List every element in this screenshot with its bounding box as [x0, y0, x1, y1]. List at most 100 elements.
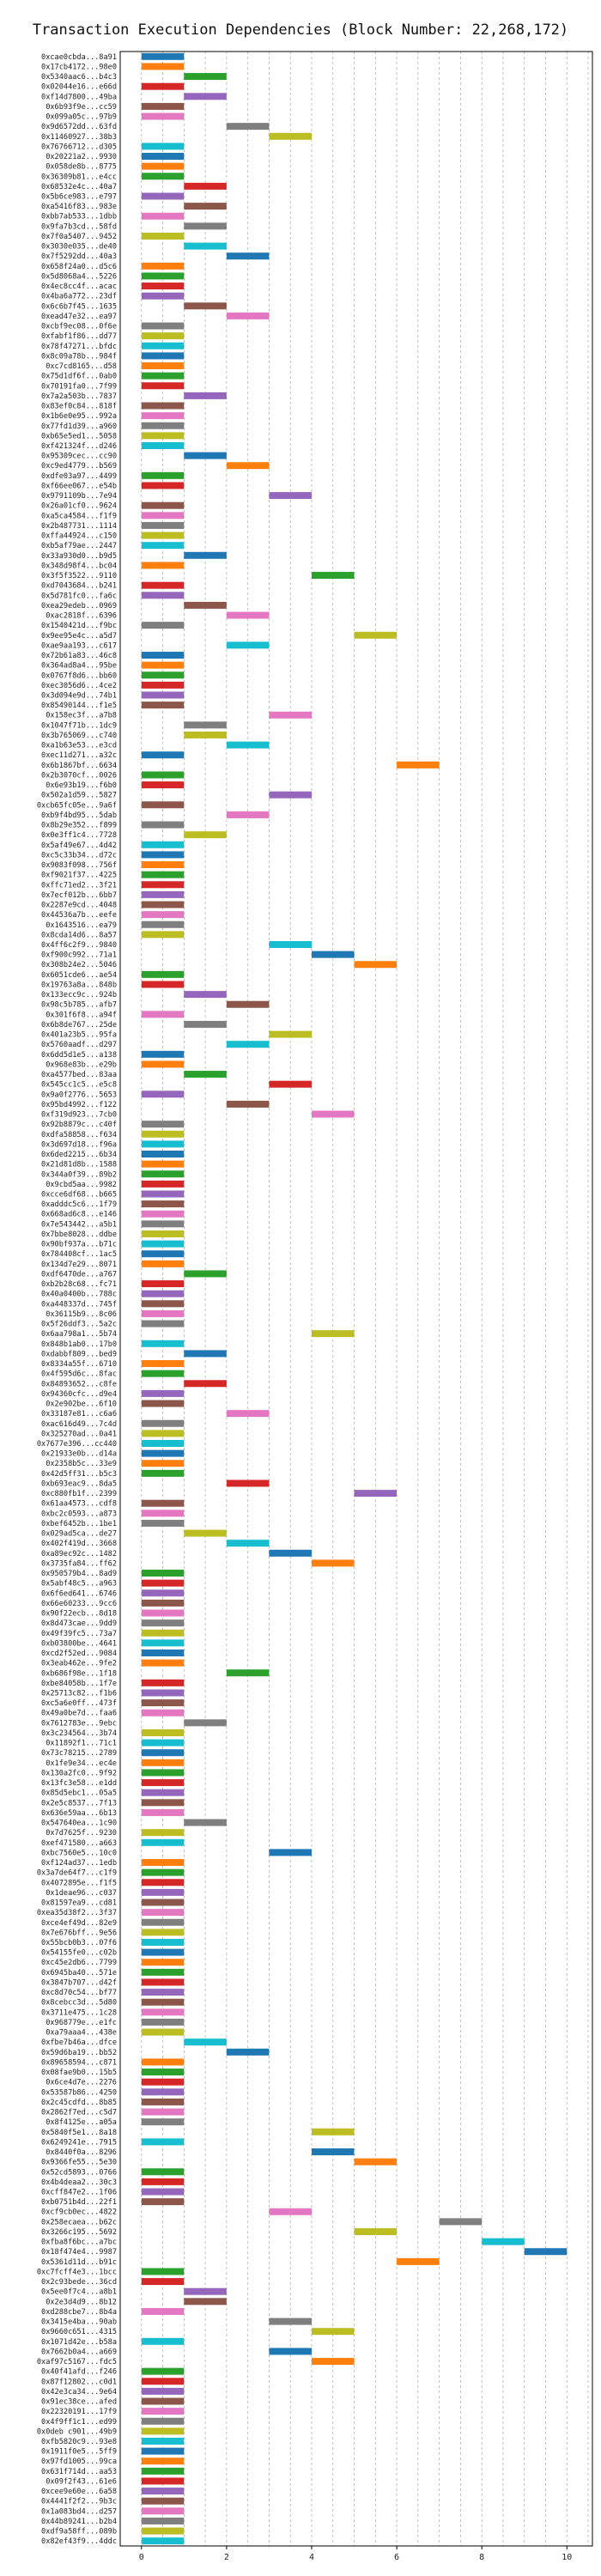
- task-bar: [269, 1030, 312, 1038]
- y-tick-label: 0xac616d49...7c4d: [41, 1420, 117, 1429]
- y-tick-label: 0x7f5292dd...40a3: [41, 252, 117, 261]
- y-tick-label: 0x7677e396...cc440: [37, 1440, 117, 1449]
- task-bar: [141, 1389, 185, 1397]
- y-tick-label: 0x348d98f4...bc04: [41, 562, 117, 570]
- task-bar: [141, 2088, 185, 2096]
- y-tick-label: 0x2e3d4d9...8b12: [46, 2298, 117, 2306]
- task-bar: [141, 2178, 185, 2185]
- task-bar: [141, 1370, 185, 1377]
- y-tick-label: 0xa79aaa4...438e: [46, 2029, 117, 2038]
- y-tick-label: 0x7662b0a4...a669: [41, 2348, 117, 2356]
- task-bar: [397, 2257, 440, 2265]
- y-tick-label: 0x95bd4992...f122: [41, 1101, 117, 1109]
- y-tick-label: 0x968779e...e1fc: [46, 2019, 117, 2027]
- task-bar: [141, 412, 185, 420]
- y-tick-label: 0x11460927...38b3: [41, 133, 117, 142]
- task-bar: [141, 1260, 185, 1267]
- y-tick-label: 0x950579b4...8ad9: [41, 1570, 117, 1578]
- task-bar: [141, 2198, 185, 2206]
- y-tick-label: 0xcf9cb0ec...4822: [41, 2208, 117, 2217]
- task-bar: [184, 601, 227, 609]
- task-bar: [226, 1540, 270, 1547]
- y-tick-label: 0xf14d7800...49ba: [41, 93, 117, 101]
- task-bar: [141, 1629, 185, 1637]
- y-tick-label: 0xcbf9ec08...0f6e: [41, 323, 117, 331]
- y-tick-label: 0xc9ed4779...b569: [41, 462, 117, 471]
- y-tick-label: 0x0767f8d6...bb60: [41, 671, 117, 680]
- y-tick-label: 0x134d7e29...8071: [41, 1261, 117, 1269]
- x-tick-label: 10: [562, 2553, 572, 2562]
- task-bar: [141, 970, 185, 978]
- y-tick-label: 0x547640ea...1c90: [41, 1820, 117, 1828]
- task-bar: [141, 781, 185, 789]
- y-tick-label: 0xec11d271...a32c: [41, 751, 117, 760]
- task-bar: [141, 2458, 185, 2465]
- y-tick-label: 0x84893652...c8fe: [41, 1380, 117, 1388]
- task-bar: [141, 1510, 185, 1517]
- task-bar: [141, 1699, 185, 1707]
- task-bar: [226, 1100, 270, 1108]
- task-bar: [141, 2307, 185, 2315]
- task-bar: [141, 1400, 185, 1407]
- task-bar: [141, 82, 185, 90]
- y-tick-label: 0xa5ca4584...f1f9: [41, 512, 117, 520]
- task-bar: [141, 1808, 185, 1816]
- task-bar: [226, 741, 270, 749]
- y-tick-label: 0x97fd1005...99ca: [41, 2458, 117, 2466]
- task-bar: [141, 1320, 185, 1327]
- y-tick-label: 0x6dd5d1e5...a138: [41, 1051, 117, 1060]
- y-tick-label: 0x94360cfc...d9e4: [41, 1390, 117, 1399]
- task-bar: [141, 2008, 185, 2016]
- task-bar: [141, 532, 185, 539]
- task-bar: [141, 1799, 185, 1807]
- task-bar: [184, 1819, 227, 1826]
- y-tick-label: 0x658f24a0...d5c6: [41, 263, 117, 271]
- y-tick-label: 0x11892f1...71c1: [46, 1740, 117, 1748]
- task-bar: [524, 2248, 568, 2256]
- y-tick-label: 0x2c93bede...36cd: [41, 2278, 117, 2287]
- y-tick-label: 0x90f22ecb...8d18: [41, 1610, 117, 1619]
- task-bar: [141, 292, 185, 300]
- y-tick-label: 0x301f6f8...a94f: [46, 1011, 117, 1019]
- y-tick-label: 0x08fae9b0...15b5: [41, 2069, 117, 2077]
- x-tick-label: 6: [394, 2553, 399, 2562]
- y-tick-label: 0x5760aadf...d297: [41, 1041, 117, 1049]
- task-bar: [141, 1499, 185, 1507]
- task-bar: [141, 661, 185, 669]
- y-tick-label: 0x099a05c...97b9: [46, 113, 117, 122]
- y-tick-label: 0x364ad8a4...95be: [41, 662, 117, 671]
- y-tick-label: 0x4f9ff1c1...ed99: [41, 2418, 117, 2427]
- y-tick-label: 0x7d7625f...9230: [46, 1829, 117, 1838]
- task-bar: [184, 93, 227, 100]
- y-tick-label: 0xaf97c5167...fdc5: [37, 2358, 117, 2366]
- task-bar: [184, 1380, 227, 1388]
- task-bar: [184, 831, 227, 839]
- task-bar: [141, 1439, 185, 1447]
- y-tick-label: 0x130a2fc0...9f92: [41, 1769, 117, 1777]
- y-tick-label: 0x42d5ff31...b5c3: [41, 1470, 117, 1479]
- y-tick-label: 0xf319d923...7cb0: [41, 1111, 117, 1120]
- y-tick-label: 0x4b4deaa2...30c3: [41, 2178, 117, 2187]
- y-tick-label: 0x7a2a503b...7837: [41, 392, 117, 401]
- y-tick-label: 0x6b1867bf...6634: [41, 762, 117, 770]
- task-bar: [141, 2427, 185, 2435]
- task-bar: [141, 1579, 185, 1587]
- task-bar: [141, 851, 185, 859]
- task-bar: [141, 1121, 185, 1128]
- task-bar: [141, 212, 185, 220]
- y-tick-label: 0x6945ba40...571e: [41, 1969, 117, 1978]
- y-tick-label: 0x4ff6c2f9...9840: [41, 941, 117, 950]
- task-bar: [354, 631, 398, 639]
- task-bar: [226, 1669, 270, 1677]
- task-bar: [141, 512, 185, 519]
- task-bar: [141, 1938, 185, 1946]
- task-bar: [141, 671, 185, 679]
- task-bar: [141, 272, 185, 280]
- y-tick-label: 0xea35d38f2...3f37: [37, 1909, 117, 1917]
- task-bar: [269, 1080, 312, 1088]
- task-bar: [141, 681, 185, 689]
- y-tick-label: 0xa1b63e53...e3cd: [41, 742, 117, 750]
- task-bar: [141, 1419, 185, 1427]
- y-tick-label: 0x33a930d0...b9d5: [41, 552, 117, 561]
- y-tick-label: 0x5840f5e1...8a18: [41, 2129, 117, 2137]
